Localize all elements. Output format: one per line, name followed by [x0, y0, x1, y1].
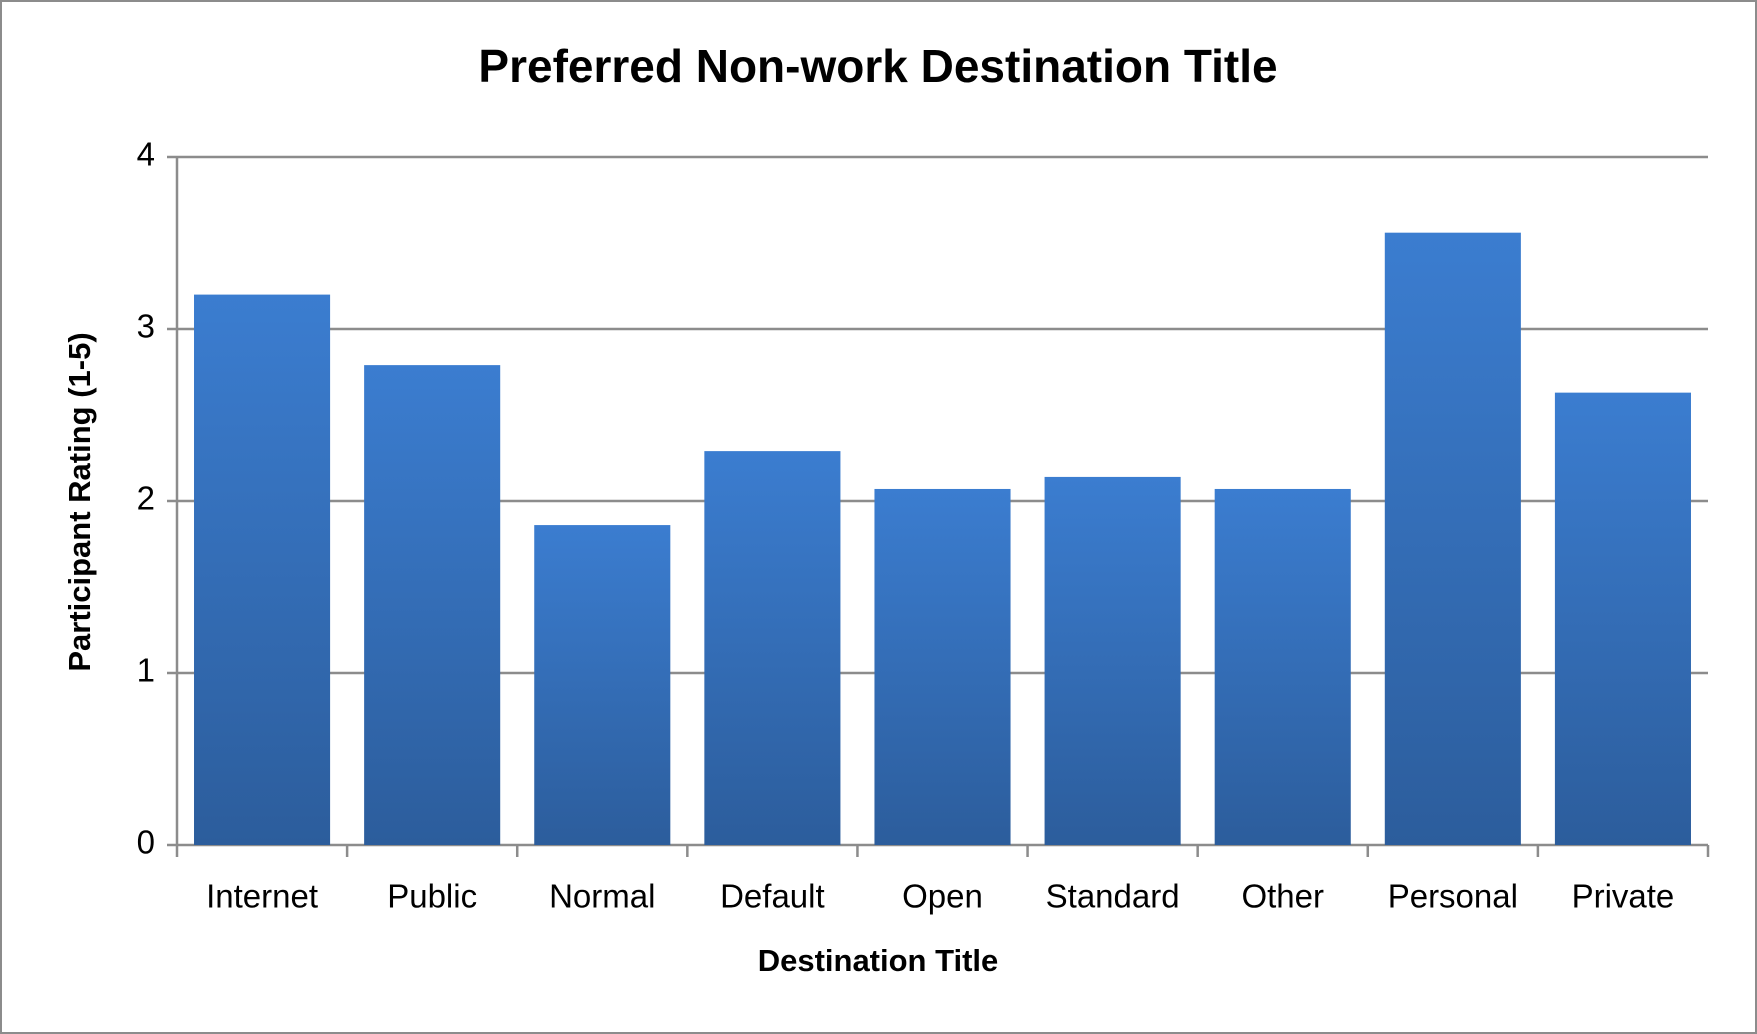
- y-tick-label: 2: [137, 480, 155, 517]
- bar: [364, 365, 501, 845]
- bar: [1554, 392, 1691, 845]
- x-axis-title: Destination Title: [758, 943, 999, 978]
- x-tick-label: Personal: [1388, 878, 1518, 915]
- y-tick-label: 3: [137, 308, 155, 345]
- x-tick-label: Standard: [1046, 878, 1180, 915]
- bar: [194, 294, 331, 846]
- x-tick-label: Public: [387, 878, 477, 915]
- x-tick-label: Private: [1572, 878, 1675, 915]
- y-tick-label: 1: [137, 652, 155, 689]
- bar: [1384, 232, 1521, 845]
- bar: [1044, 476, 1181, 845]
- x-tick-label: Default: [720, 878, 825, 915]
- x-tick-label: Internet: [206, 878, 318, 915]
- x-tick-label: Open: [902, 878, 983, 915]
- bar: [874, 488, 1011, 845]
- chart-title: Preferred Non-work Destination Title: [478, 40, 1277, 92]
- y-tick-label: 4: [137, 136, 155, 173]
- bar: [704, 451, 841, 845]
- bar: [534, 525, 671, 845]
- x-tick-label: Normal: [549, 878, 655, 915]
- bar: [1214, 488, 1351, 845]
- x-tick-label: Other: [1241, 878, 1324, 915]
- y-axis-title: Participant Rating (1-5): [62, 332, 97, 671]
- y-tick-label: 0: [137, 824, 155, 861]
